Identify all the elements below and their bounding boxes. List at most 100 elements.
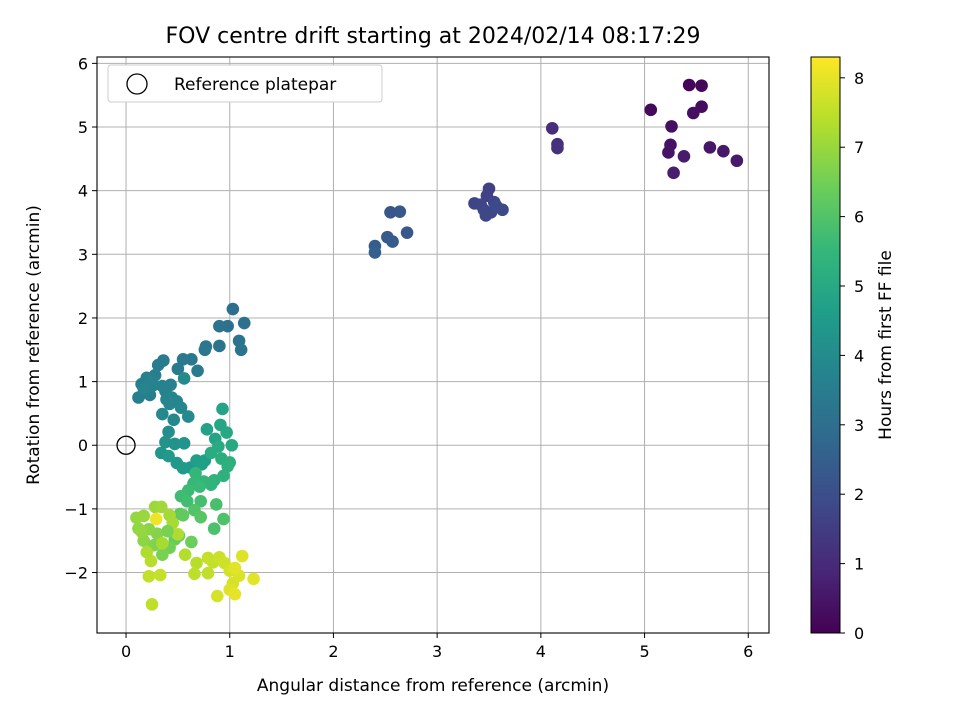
data-point <box>201 551 215 565</box>
data-point <box>162 425 175 439</box>
data-point <box>237 316 251 330</box>
data-point <box>190 556 203 570</box>
y-tick-label: 4 <box>78 182 88 201</box>
plot-frame <box>96 56 770 634</box>
data-point <box>194 510 208 524</box>
y-axis-label: Rotation from reference (arcmin) <box>24 205 44 485</box>
data-point <box>156 548 169 562</box>
data-point <box>171 362 185 376</box>
chart-title: FOV centre drift starting at 2024/02/14 … <box>166 24 701 49</box>
data-point <box>226 302 240 316</box>
x-tick-label: 4 <box>536 642 546 661</box>
data-point <box>178 548 192 562</box>
data-point <box>156 536 169 550</box>
data-point <box>194 494 208 508</box>
data-point <box>204 446 218 460</box>
grid <box>97 57 769 633</box>
legend: Reference platepar <box>107 64 383 103</box>
data-point <box>177 372 191 385</box>
data-point <box>200 423 214 436</box>
data-point <box>479 209 493 222</box>
x-axis-ticks: 0 1 2 3 4 5 6 <box>121 633 753 661</box>
data-point <box>686 106 700 120</box>
data-point <box>221 459 234 473</box>
y-tick-label: 3 <box>78 245 88 264</box>
data-point <box>140 545 154 559</box>
legend-label-reference-platepar: Reference platepar <box>174 75 336 95</box>
data-point <box>667 166 680 180</box>
colorbar-tick-label: 6 <box>854 208 864 227</box>
data-point <box>156 379 169 393</box>
colorbar-label: Hours from first FF file <box>876 250 896 440</box>
data-point <box>400 226 414 239</box>
data-point <box>209 498 223 511</box>
data-point <box>393 205 407 218</box>
data-point <box>228 561 242 575</box>
y-tick-label: −2 <box>64 564 88 583</box>
x-tick-label: 5 <box>639 642 649 661</box>
data-point <box>730 154 744 168</box>
data-point <box>551 141 564 155</box>
data-point <box>191 364 204 378</box>
data-point <box>137 509 150 523</box>
data-point <box>677 149 691 163</box>
data-point <box>199 340 213 353</box>
colorbar-tick-label: 8 <box>854 69 864 88</box>
data-point <box>213 339 226 353</box>
data-point <box>176 353 190 366</box>
data-point <box>644 103 658 117</box>
data-points <box>130 78 744 611</box>
x-tick-label: 1 <box>225 642 235 661</box>
data-point <box>225 438 239 452</box>
colorbar-tick-label: 4 <box>854 346 864 365</box>
data-point <box>162 449 175 463</box>
colorbar: 0 1 2 3 4 5 6 7 8 Hours from first FF file <box>810 56 896 643</box>
data-point <box>145 598 159 611</box>
x-tick-label: 6 <box>743 642 753 661</box>
colorbar-tick-label: 0 <box>854 624 864 643</box>
plot-area: 0 1 2 3 4 5 6 −2 −1 0 1 2 3 4 5 6 <box>64 54 770 661</box>
data-point <box>665 120 678 133</box>
data-point <box>156 407 169 421</box>
data-point <box>201 566 215 580</box>
data-point <box>189 466 202 480</box>
data-point <box>545 121 559 135</box>
x-tick-label: 2 <box>328 642 338 661</box>
colorbar-tick-label: 5 <box>854 277 864 296</box>
data-point <box>135 525 148 539</box>
data-point <box>195 458 209 471</box>
y-tick-label: −1 <box>64 500 88 519</box>
colorbar-gradient <box>810 56 841 634</box>
y-tick-label: 2 <box>78 309 88 328</box>
reference-platepar-marker <box>116 435 136 455</box>
x-axis-label: Angular distance from reference (arcmin) <box>257 676 609 696</box>
y-tick-label: 5 <box>78 118 88 137</box>
data-point <box>177 437 191 450</box>
colorbar-tick-label: 1 <box>854 555 864 574</box>
colorbar-tick-label: 3 <box>854 416 864 435</box>
data-point <box>153 568 167 582</box>
data-point <box>154 500 168 514</box>
colorbar-ticks: 0 1 2 3 4 5 6 7 8 <box>840 69 864 643</box>
y-tick-label: 0 <box>78 436 88 455</box>
data-point <box>163 397 176 411</box>
x-tick-label: 0 <box>121 642 131 661</box>
data-point <box>188 567 201 581</box>
data-point <box>180 494 194 508</box>
data-point <box>159 435 172 449</box>
data-point <box>176 508 190 522</box>
data-point <box>717 144 730 158</box>
legend-marker-reference-platepar <box>126 73 148 95</box>
data-point <box>384 205 397 219</box>
y-axis-ticks: −2 −1 0 1 2 3 4 5 6 <box>64 54 97 583</box>
data-point <box>682 78 696 92</box>
data-point <box>167 413 181 427</box>
data-point <box>235 549 249 563</box>
data-point <box>489 199 503 213</box>
data-point <box>142 570 156 583</box>
data-point <box>185 535 198 549</box>
data-point <box>174 401 188 414</box>
colorbar-tick-label: 7 <box>854 138 864 157</box>
data-point <box>662 146 675 159</box>
